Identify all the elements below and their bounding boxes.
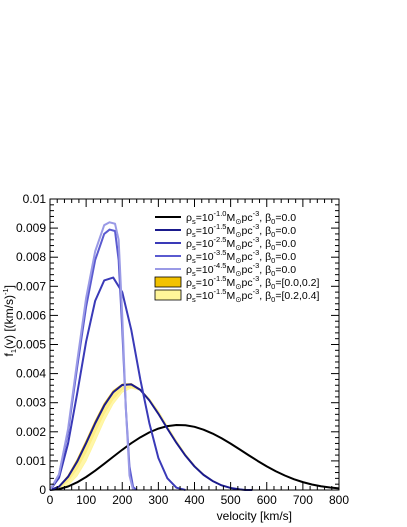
- x-tick-label: 600: [257, 493, 277, 507]
- legend-entry-label: ρs=10-1.0M⊙pc-3, β0=0.0: [186, 209, 296, 226]
- y-tick-label: 0.001: [16, 454, 46, 468]
- line-layer: [49, 221, 340, 491]
- x-axis-title: velocity [km/s]: [217, 509, 292, 523]
- x-tick-label: 300: [148, 493, 168, 507]
- x-tick-label: 400: [184, 493, 204, 507]
- y-axis-title-end: ]: [2, 285, 16, 288]
- x-tick-labels: 0 100 200 300 400 500 600 700 800: [47, 493, 350, 507]
- line-series-0: [49, 423, 340, 491]
- y-tick-label: 0.006: [16, 308, 46, 322]
- y-tick-label: 0: [39, 483, 46, 497]
- y-tick-label: 0.007: [16, 279, 46, 293]
- x-tick-label: 500: [221, 493, 241, 507]
- legend-entry-label: ρs=10-1.5M⊙pc-3, β0=[0.0,0.2]: [186, 274, 320, 291]
- y-axis-title-mid: (v) [(km/s): [2, 295, 16, 349]
- line-series-4: [49, 221, 135, 491]
- y-tick-label: 0.009: [16, 221, 46, 235]
- y-tick-labels: 0 0.001 0.002 0.003 0.004 0.005 0.006 0.007 0.00…: [16, 192, 46, 497]
- y-tick-label: 0.005: [16, 338, 46, 352]
- legend-entry-label: ρs=10-2.5M⊙pc-3, β0=0.0: [186, 235, 296, 252]
- x-tick-label: 700: [293, 493, 313, 507]
- y-tick-label: 0.01: [23, 192, 47, 206]
- y-tick-label: 0.004: [16, 367, 46, 381]
- legend: ρs=10-1.0M⊙pc-3, β0=0.0ρs=10-1.5M⊙pc-3, …: [154, 209, 320, 304]
- x-tick-label: 100: [76, 493, 96, 507]
- legend-entry-label: ρs=10-1.5M⊙pc-3, β0=[0.2,0.4]: [186, 287, 320, 304]
- legend-entry-label: ρs=10-1.5M⊙pc-3, β0=0.0: [186, 222, 296, 239]
- legend-swatch-band: [154, 289, 182, 301]
- legend-entry-label: ρs=10-4.5M⊙pc-3, β0=0.0: [186, 261, 296, 278]
- y-tick-label: 0.008: [16, 250, 46, 264]
- line-series-2: [49, 276, 186, 491]
- y-tick-label: 0.002: [16, 425, 46, 439]
- x-tick-label: 800: [329, 493, 349, 507]
- y-tick-label: 0.003: [16, 396, 46, 410]
- y-axis-title-main: f: [2, 353, 16, 357]
- axis-ticks: [49, 198, 340, 491]
- legend-swatch-band: [154, 276, 182, 288]
- y-axis-title: f1(v) [(km/s)-1]: [1, 285, 18, 357]
- y-axis-title-sub: 1: [9, 349, 18, 353]
- y-axis-title-sup: -1: [1, 288, 10, 295]
- line-series-1: [49, 383, 253, 491]
- x-tick-label: 0: [47, 493, 54, 507]
- legend-entry-label: ρs=10-3.5M⊙pc-3, β0=0.0: [186, 248, 296, 265]
- x-tick-label: 200: [112, 493, 132, 507]
